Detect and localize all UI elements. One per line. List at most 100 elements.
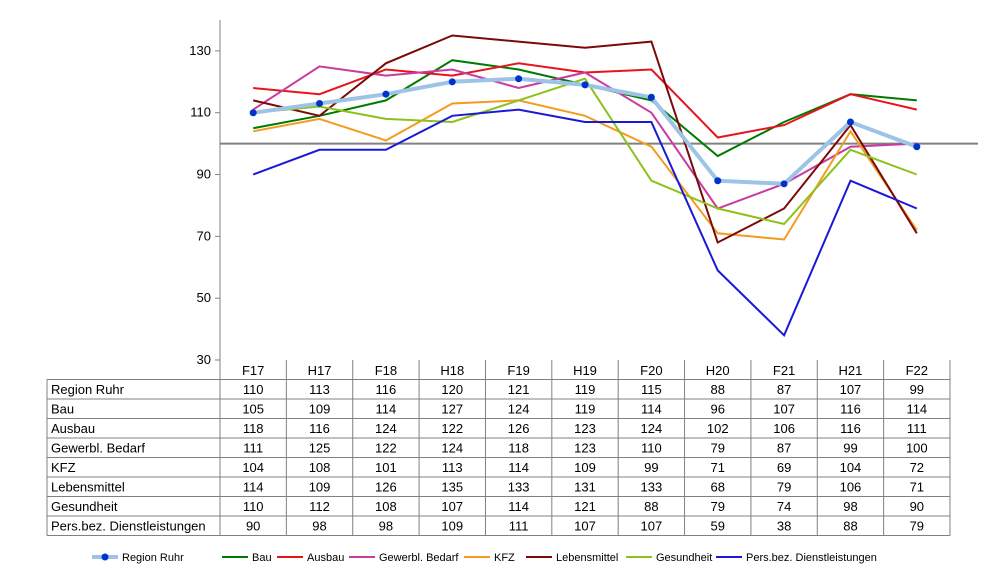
table-cell-value: 88 — [710, 382, 724, 397]
table-cell-value: 124 — [508, 402, 530, 417]
table-cell-value: 68 — [710, 480, 724, 495]
legend-label: Gesundheit — [656, 552, 712, 564]
table-cell-value: 90 — [910, 499, 924, 514]
table-cell-value: 71 — [910, 480, 924, 495]
category-label: F22 — [906, 363, 928, 378]
category-label: H19 — [573, 363, 597, 378]
table-cell-value: 107 — [441, 499, 463, 514]
table-cell-value: 116 — [376, 382, 397, 397]
table-row-label: Gesundheit — [51, 499, 118, 514]
table-cell-value: 111 — [907, 421, 927, 436]
table-cell-value: 108 — [309, 460, 331, 475]
data-point — [846, 118, 854, 126]
legend-label: Bau — [252, 552, 272, 564]
legend-marker — [101, 553, 109, 561]
table-cell-value: 114 — [508, 499, 529, 514]
y-tick-label: 70 — [197, 228, 211, 243]
table-cell-value: 101 — [375, 460, 397, 475]
table-cell-value: 87 — [777, 441, 791, 456]
table-cell-value: 116 — [840, 421, 861, 436]
data-table: F17 H17 F18 H18 F19 H19 F20 H20 F21 H21 F22 Region … — [46, 360, 951, 536]
table-row-label: KFZ — [51, 460, 76, 475]
table-cell-value: 105 — [242, 402, 264, 417]
table-cell-value: 98 — [379, 519, 393, 534]
data-point — [581, 81, 589, 89]
table-cell-value: 119 — [575, 382, 596, 397]
category-label: F18 — [375, 363, 397, 378]
table-row-label: Ausbau — [51, 421, 95, 436]
data-point — [515, 75, 523, 83]
table-cell-value: 88 — [843, 519, 857, 534]
table-cell-value: 116 — [840, 402, 861, 417]
table-cell-value: 109 — [309, 480, 331, 495]
legend-label: Pers.bez. Dienstleistungen — [746, 552, 877, 564]
data-point — [448, 78, 456, 86]
series-line-pers-bez-dienstleistungen — [252, 108, 918, 338]
data-point — [714, 177, 722, 185]
table-cell-value: 115 — [641, 382, 662, 397]
data-point — [913, 143, 921, 151]
table-cell-value: 113 — [442, 460, 463, 475]
table-cell-value: 88 — [644, 499, 658, 514]
table-cell-value: 114 — [376, 402, 397, 417]
legend-label: Region Ruhr — [122, 552, 184, 564]
table-cell-value: 38 — [777, 519, 791, 534]
table-cell-value: 79 — [710, 499, 724, 514]
y-tick-label: 50 — [197, 290, 211, 305]
data-point — [316, 99, 324, 107]
legend: Region Ruhr Bau Ausbau Gewerbl. Bedarf KFZ Le… — [92, 552, 877, 564]
table-cell-value: 123 — [574, 441, 596, 456]
table-cell-value: 107 — [840, 382, 862, 397]
table-cell-value: 111 — [509, 519, 529, 534]
table-cell-value: 69 — [777, 460, 791, 475]
table-cell-value: 106 — [773, 421, 795, 436]
data-point — [647, 93, 655, 101]
table-row-label: Pers.bez. Dienstleistungen — [51, 519, 206, 534]
category-label: H18 — [440, 363, 464, 378]
table-cell-value: 125 — [309, 441, 331, 456]
table-row-label: Gewerbl. Bedarf — [51, 441, 145, 456]
series-group — [249, 34, 921, 338]
data-point — [382, 90, 390, 98]
y-tick-label: 130 — [189, 43, 211, 58]
table-cell-value: 79 — [910, 519, 924, 534]
y-axis: 30 50 70 90 110 130 — [189, 20, 221, 367]
table-row-label: Bau — [51, 402, 74, 417]
table-cell-value: 109 — [574, 460, 596, 475]
table-cell-value: 102 — [707, 421, 729, 436]
table-cell-value: 126 — [508, 421, 530, 436]
table-cell-value: 107 — [773, 402, 795, 417]
table-cell-value: 104 — [840, 460, 862, 475]
table-cell-value: 123 — [574, 421, 596, 436]
table-cell-value: 124 — [441, 441, 463, 456]
data-point — [780, 180, 788, 188]
legend-label: KFZ — [494, 552, 515, 564]
table-cell-value: 133 — [508, 480, 530, 495]
table-cell-value: 131 — [574, 480, 596, 495]
table-cell-value: 104 — [242, 460, 264, 475]
table-cell-value: 112 — [309, 499, 330, 514]
table-cell-value: 124 — [641, 421, 663, 436]
table-cell-value: 114 — [641, 402, 662, 417]
category-label: H20 — [706, 363, 730, 378]
table-cell-value: 122 — [441, 421, 463, 436]
series-line-lebensmittel — [252, 34, 918, 244]
series-line-gewerbl-bedarf — [252, 65, 917, 210]
table-cell-value: 59 — [710, 519, 724, 534]
data-point — [249, 109, 257, 117]
table-cell-value: 114 — [508, 460, 529, 475]
table-cell-value: 79 — [710, 441, 724, 456]
y-tick-label: 30 — [197, 352, 211, 367]
category-label: H21 — [839, 363, 863, 378]
table-cell-value: 116 — [309, 421, 330, 436]
legend-label: Lebensmittel — [556, 552, 618, 564]
series-line-kfz — [253, 99, 918, 241]
table-cell-value: 124 — [375, 421, 397, 436]
table-cell-value: 106 — [840, 480, 862, 495]
table-cell-value: 72 — [910, 460, 924, 475]
table-cell-value: 74 — [777, 499, 791, 514]
table-cell-value: 99 — [910, 382, 924, 397]
table-cell-value: 118 — [243, 421, 264, 436]
table-cell-value: 127 — [441, 402, 463, 417]
